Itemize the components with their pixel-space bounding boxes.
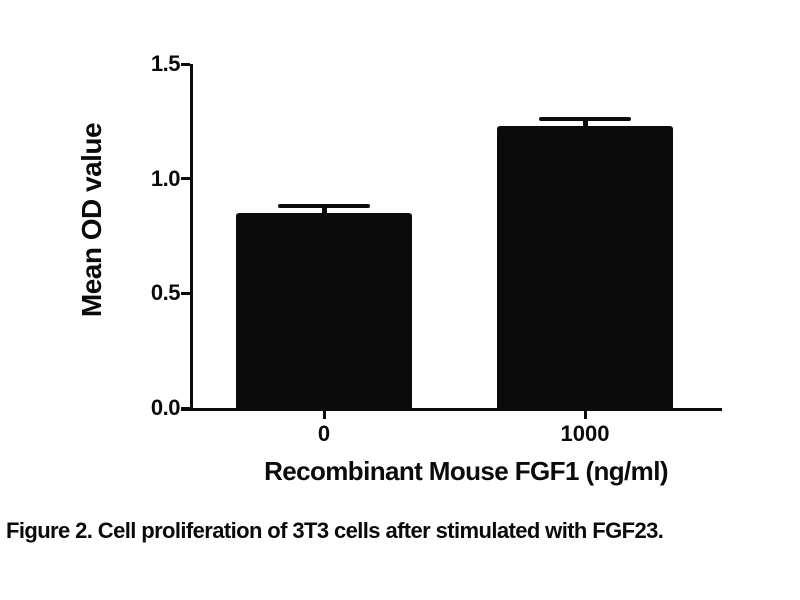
y-tick-label: 1.0 (150, 165, 181, 191)
x-tick-label: 1000 (560, 421, 610, 446)
bar (497, 125, 673, 408)
error-bar-stem (582, 119, 588, 127)
x-tick-label: 0 (317, 421, 331, 446)
error-bar-cap (278, 204, 370, 209)
y-tick-label: 0.0 (150, 395, 181, 420)
y-tick-label: 1.5 (150, 51, 181, 76)
y-axis-line (190, 64, 193, 411)
y-tick-mark (181, 62, 190, 66)
bar (236, 213, 412, 408)
y-tick-mark (181, 291, 190, 295)
x-tick-mark (322, 411, 326, 419)
y-tick-mark (181, 177, 190, 181)
x-axis-line (181, 408, 722, 411)
error-bar-cap (539, 117, 631, 122)
x-axis-title: Recombinant Mouse FGF1 (ng/ml) (264, 456, 668, 486)
error-bar-stem (321, 206, 327, 215)
y-tick-mark (181, 406, 190, 410)
x-tick-mark (583, 411, 587, 419)
figure-caption: Figure 2. Cell proliferation of 3T3 cell… (6, 518, 664, 543)
y-tick-label: 0.5 (150, 280, 181, 306)
